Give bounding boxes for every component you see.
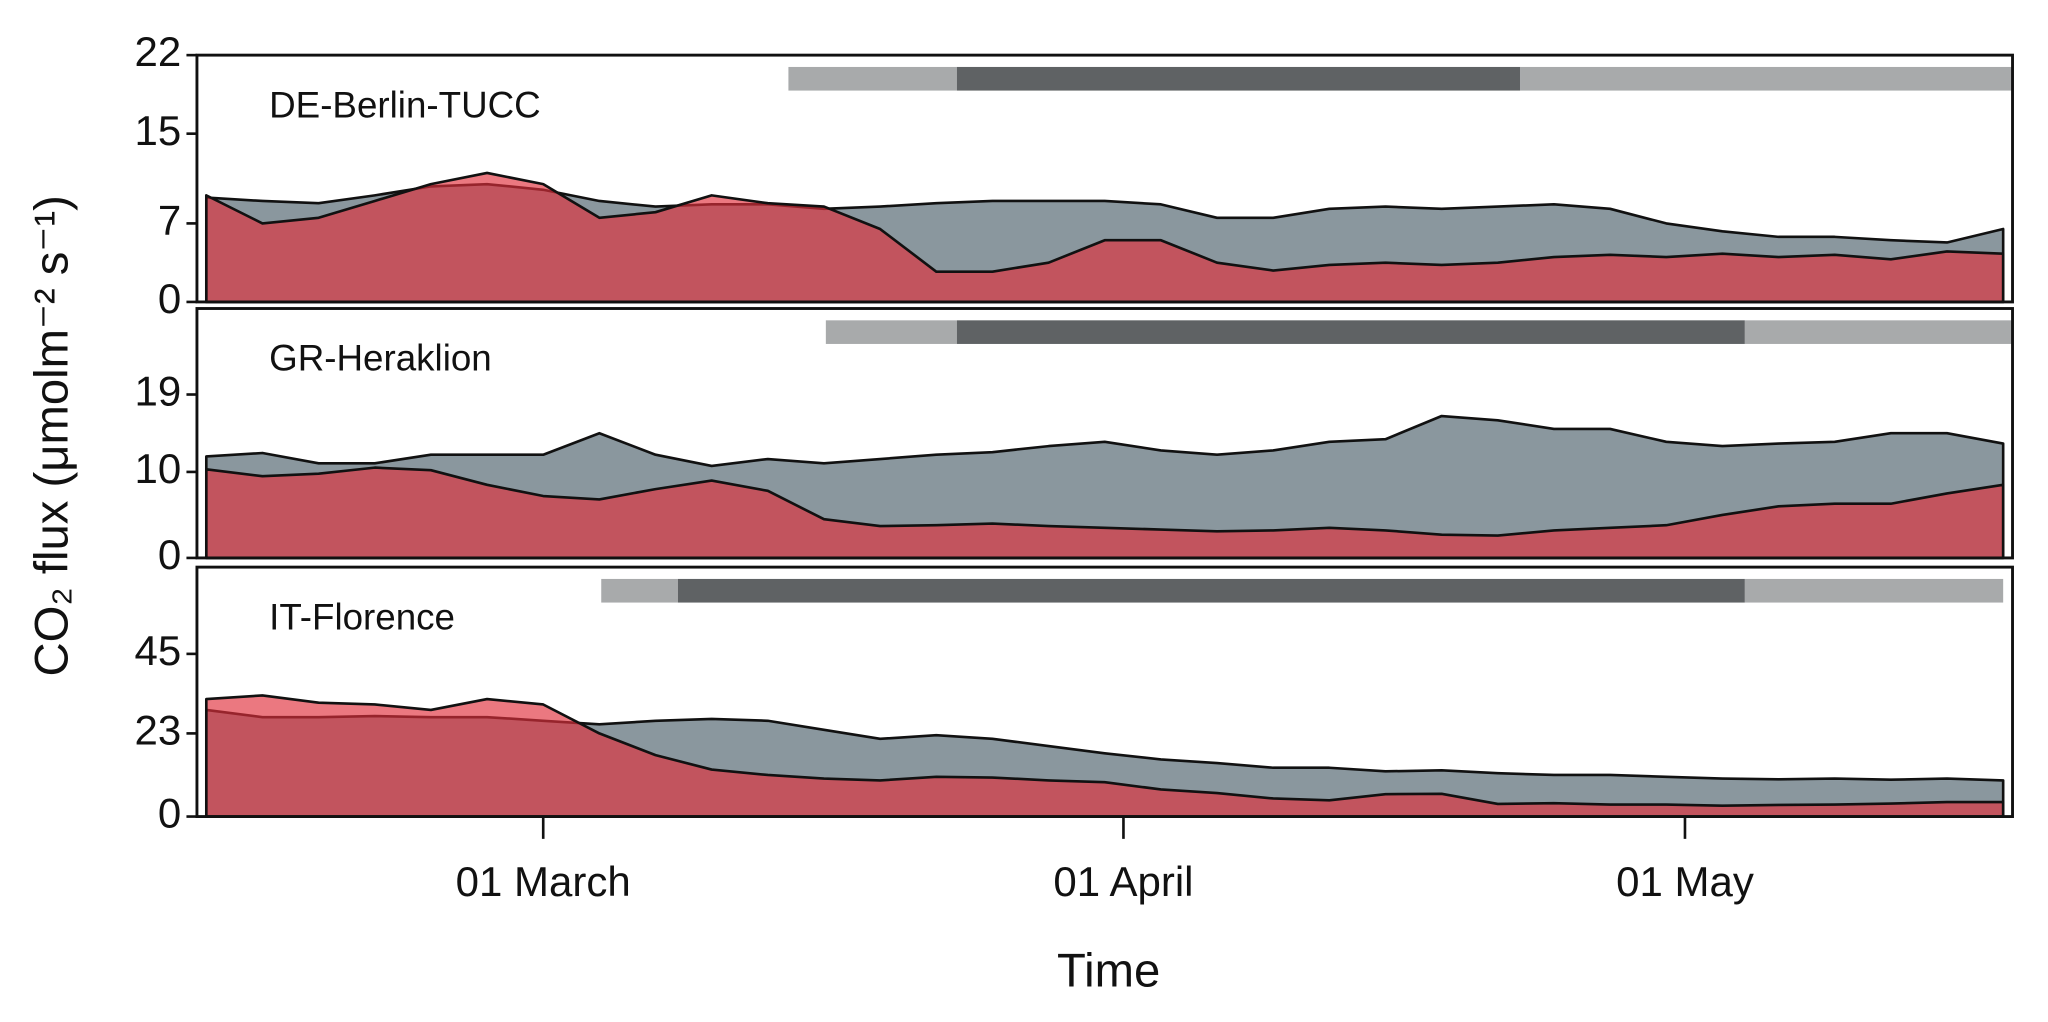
x-tick-label: 01 April — [1053, 858, 1193, 905]
period-bar — [788, 66, 957, 91]
period-bar — [956, 66, 1521, 91]
period-bar — [825, 320, 957, 344]
y-tick-label: 0 — [158, 531, 181, 578]
y-tick-label: 22 — [134, 28, 181, 75]
y-tick-label: 7 — [158, 197, 181, 244]
panel-frame — [195, 307, 2014, 560]
y-tick-label: 10 — [134, 445, 181, 492]
period-bar — [1520, 66, 2013, 91]
panel-label: GR-Heraklion — [269, 338, 492, 379]
period-bar — [1744, 320, 2013, 344]
y-tick-label: 45 — [134, 627, 181, 674]
area — [204, 171, 2005, 304]
area — [204, 694, 2005, 818]
x-tick-label: 01 May — [1616, 858, 1754, 905]
y-tick-label: 19 — [134, 368, 181, 415]
y-axis-label: CO₂ flux (μmolm⁻² s⁻¹) — [26, 195, 79, 676]
y-tick-label: 23 — [134, 707, 181, 754]
period-bar — [956, 320, 1745, 344]
panel-frame — [195, 53, 2014, 304]
x-tick-label: 01 March — [456, 858, 631, 905]
x-axis-label: Time — [1057, 945, 1160, 998]
panel-label: IT-Florence — [269, 596, 455, 637]
panel-frame — [195, 565, 2014, 818]
period-bar — [1744, 578, 2004, 603]
y-tick-label: 15 — [134, 107, 181, 154]
period-bar — [601, 578, 678, 603]
area — [204, 466, 2005, 560]
y-tick-label: 0 — [158, 275, 181, 322]
y-tick-label: 0 — [158, 790, 181, 837]
period-bar — [677, 578, 1745, 603]
panel-label: DE-Berlin-TUCC — [269, 84, 541, 125]
